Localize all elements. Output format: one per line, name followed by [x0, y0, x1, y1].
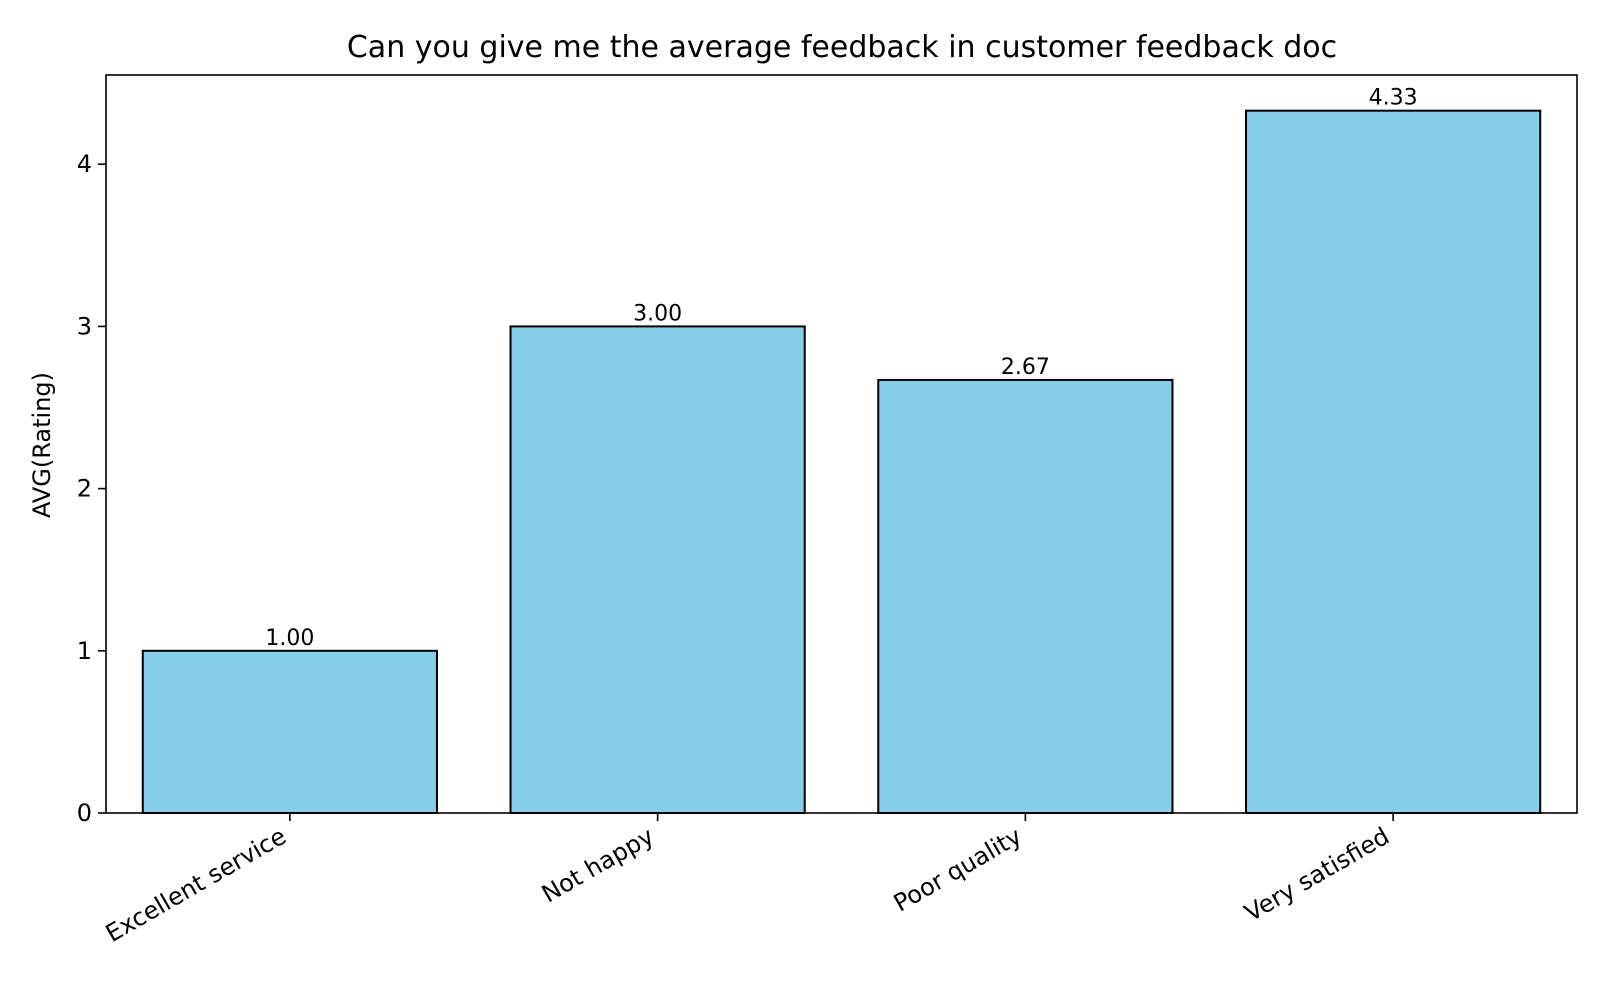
y-axis-label: AVG(Rating): [28, 372, 56, 518]
y-tick-label: 0: [77, 799, 92, 827]
y-tick-label: 2: [77, 475, 92, 503]
bar: [509, 325, 806, 814]
x-tick-label: Very satisfied: [1240, 822, 1394, 927]
chart-title: Can you give me the average feedback in …: [347, 30, 1337, 65]
y-tick-label: 3: [77, 312, 92, 340]
bar-value-label: 4.33: [1369, 86, 1418, 111]
y-tick-label: 1: [77, 637, 92, 665]
y-tick-label: 4: [77, 150, 92, 178]
bar-value-label: 2.67: [1001, 355, 1050, 380]
x-tick-label: Excellent service: [101, 822, 291, 948]
bar: [1245, 109, 1542, 814]
x-tick-label: Poor quality: [889, 822, 1026, 918]
x-tick-label: Not happy: [537, 822, 659, 908]
bar-value-label: 1.00: [265, 626, 314, 651]
plot-frame: [105, 74, 1578, 814]
bar-value-label: 3.00: [633, 301, 682, 326]
bar: [141, 649, 438, 814]
bar: [877, 378, 1174, 814]
